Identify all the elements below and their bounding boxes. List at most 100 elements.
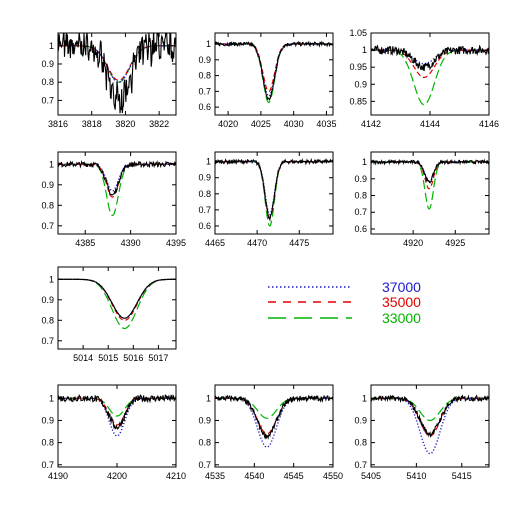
y-tick-label: 1 bbox=[206, 39, 211, 49]
series-37000-r3c0 bbox=[58, 397, 176, 437]
y-tick-label: 0.7 bbox=[41, 221, 54, 231]
y-tick-label: 0.6 bbox=[198, 221, 211, 231]
x-tick-label: 4144 bbox=[420, 119, 440, 129]
axes-frame-r0c0 bbox=[57, 32, 177, 116]
y-tick-label: 0.6 bbox=[354, 224, 367, 234]
x-tick-label: 4465 bbox=[205, 238, 225, 248]
panel-r0c1: 4020 4025 4030 4035 0.6 0.7 0.8 0.9 1 bbox=[198, 32, 336, 129]
y-tick-label: 0.9 bbox=[41, 59, 54, 69]
x-tick-label: 5015 bbox=[98, 353, 118, 363]
legend-label-37000: 37000 bbox=[382, 279, 421, 295]
y-tick-label: 0.6 bbox=[198, 102, 211, 112]
x-tick-label: 4550 bbox=[323, 471, 343, 481]
series-33000-r3c2 bbox=[371, 397, 489, 422]
x-tick-label: 5405 bbox=[361, 471, 381, 481]
x-tick-label: 5410 bbox=[406, 471, 426, 481]
y-tick-label: 0.9 bbox=[41, 415, 54, 425]
y-tick-label: 1 bbox=[49, 393, 54, 403]
series-35000-r3c0 bbox=[58, 397, 176, 426]
y-tick-label: 0.7 bbox=[198, 460, 211, 470]
panel-r3c2: 5405 5410 5415 0.7 0.8 0.9 1 bbox=[354, 384, 490, 481]
series-observed-r3c0 bbox=[58, 393, 176, 430]
series-33000-r1c1 bbox=[215, 161, 333, 227]
y-tick-label: 0.7 bbox=[41, 460, 54, 470]
legend-label-33000: 33000 bbox=[382, 310, 421, 326]
axes-frame-r1c1 bbox=[214, 151, 334, 235]
series-37000-r3c1 bbox=[215, 397, 333, 448]
y-tick-label: 0.8 bbox=[354, 438, 367, 448]
series-37000-r3c2 bbox=[371, 397, 489, 455]
x-tick-label: 5017 bbox=[148, 353, 168, 363]
axes-frame-r1c0 bbox=[57, 151, 177, 235]
series-37000-r1c2 bbox=[371, 161, 489, 183]
series-observed-r0c1 bbox=[215, 40, 333, 101]
y-tick-label: 0.9 bbox=[198, 173, 211, 183]
y-tick-label: 1 bbox=[362, 393, 367, 403]
y-tick-label: 0.7 bbox=[198, 205, 211, 215]
y-tick-label: 1 bbox=[206, 393, 211, 403]
series-observed-r0c0 bbox=[58, 33, 176, 114]
x-tick-label: 4395 bbox=[166, 238, 186, 248]
panel-r1c0: 4385 4390 4395 0.7 0.8 0.9 1 bbox=[41, 151, 186, 248]
series-37000-r1c1 bbox=[215, 160, 333, 216]
series-33000-r0c2 bbox=[371, 49, 489, 106]
series-35000-r0c0 bbox=[58, 45, 176, 82]
series-33000-r1c2 bbox=[371, 161, 489, 210]
panel-r1c2: 4920 4925 0.6 0.7 0.8 0.9 1 bbox=[354, 151, 490, 248]
x-tick-label: 4475 bbox=[289, 238, 309, 248]
series-33000-r2c0 bbox=[58, 278, 176, 330]
x-tick-label: 4190 bbox=[48, 471, 68, 481]
x-tick-label: 3818 bbox=[82, 119, 102, 129]
series-33000-r0c0 bbox=[58, 45, 176, 83]
y-tick-label: 0.7 bbox=[354, 460, 367, 470]
y-tick-label: 0.8 bbox=[198, 438, 211, 448]
y-tick-label: 0.9 bbox=[198, 55, 211, 65]
y-tick-label: 0.8 bbox=[41, 77, 54, 87]
y-tick-label: 0.85 bbox=[349, 96, 367, 106]
series-observed-r2c0 bbox=[58, 278, 176, 319]
y-tick-label: 0.9 bbox=[354, 174, 367, 184]
x-tick-label: 4925 bbox=[445, 238, 465, 248]
y-tick-label: 1 bbox=[49, 41, 54, 51]
panel-r1c1: 4465 4470 4475 0.6 0.7 0.8 0.9 1 bbox=[198, 151, 334, 248]
x-tick-label: 4470 bbox=[247, 238, 267, 248]
y-tick-label: 0.7 bbox=[354, 207, 367, 217]
x-tick-label: 4146 bbox=[479, 119, 499, 129]
x-tick-label: 4385 bbox=[75, 238, 95, 248]
x-tick-label: 4020 bbox=[218, 119, 238, 129]
y-tick-label: 1 bbox=[206, 157, 211, 167]
x-tick-label: 4025 bbox=[251, 119, 271, 129]
x-tick-label: 3820 bbox=[115, 119, 135, 129]
y-tick-label: 0.7 bbox=[41, 336, 54, 346]
axes-frame-r3c1 bbox=[214, 384, 334, 468]
y-tick-label: 0.7 bbox=[198, 86, 211, 96]
x-tick-label: 3822 bbox=[149, 119, 169, 129]
axes-frame-r3c2 bbox=[370, 384, 490, 468]
y-tick-label: 0.95 bbox=[349, 62, 367, 72]
series-observed-r1c2 bbox=[371, 158, 489, 184]
series-35000-r1c0 bbox=[58, 163, 176, 198]
panel-r3c1: 4535 4540 4545 4550 0.7 0.8 0.9 1 bbox=[198, 384, 343, 481]
x-tick-label: 5016 bbox=[123, 353, 143, 363]
x-tick-label: 4030 bbox=[284, 119, 304, 129]
series-35000-r0c2 bbox=[371, 49, 489, 78]
y-tick-label: 1 bbox=[49, 159, 54, 169]
x-tick-label: 4540 bbox=[244, 471, 264, 481]
axes-frame-r0c1 bbox=[214, 32, 334, 116]
x-tick-label: 4390 bbox=[121, 238, 141, 248]
y-tick-label: 0.8 bbox=[41, 438, 54, 448]
series-observed-r1c1 bbox=[215, 157, 333, 222]
y-tick-label: 0.9 bbox=[354, 415, 367, 425]
panel-r0c2: 4142 4144 4146 0.85 0.9 0.95 1 1.05 bbox=[349, 28, 499, 129]
x-tick-label: 4142 bbox=[361, 119, 381, 129]
y-tick-label: 0.8 bbox=[198, 189, 211, 199]
series-33000-r3c1 bbox=[215, 397, 333, 419]
y-tick-label: 1 bbox=[362, 157, 367, 167]
series-33000-r3c0 bbox=[58, 397, 176, 417]
series-37000-r0c0 bbox=[58, 45, 176, 83]
x-tick-label: 4200 bbox=[107, 471, 127, 481]
legend: 37000 35000 33000 bbox=[268, 279, 421, 326]
y-tick-label: 0.8 bbox=[354, 191, 367, 201]
series-observed-r1c0 bbox=[58, 160, 176, 196]
